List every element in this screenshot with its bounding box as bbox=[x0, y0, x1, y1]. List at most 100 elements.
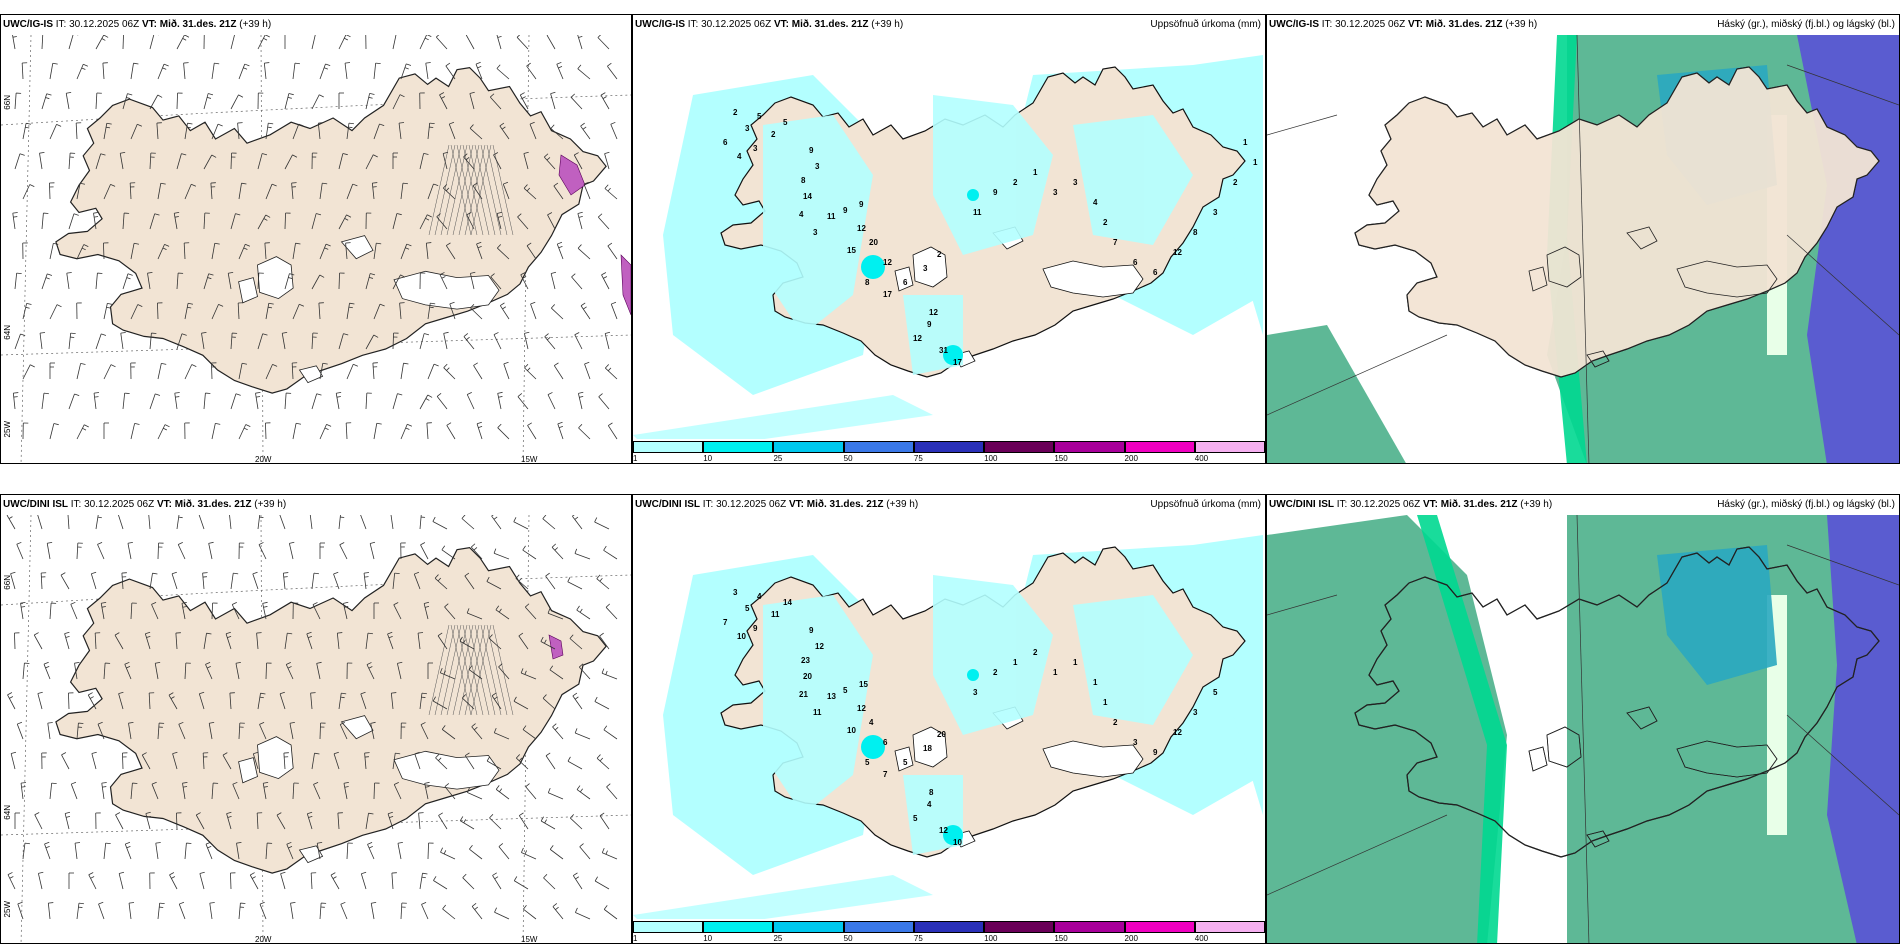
colorbar-label: 25 bbox=[773, 454, 783, 463]
colorbar-cell bbox=[703, 921, 774, 933]
colorbar-label: 50 bbox=[843, 934, 853, 943]
wind-panel-bottom: UWC/DINI ISL IT: 30.12.2025 06Z VT: Mið.… bbox=[0, 494, 632, 944]
colorbar-label: 150 bbox=[1054, 934, 1068, 943]
field-title: Uppsöfnuð úrkoma (mm) bbox=[1150, 19, 1261, 30]
colorbar-cell bbox=[633, 441, 704, 453]
precip-value: 14 bbox=[783, 598, 792, 607]
precip-value: 10 bbox=[737, 632, 746, 641]
graticule bbox=[1267, 515, 1899, 943]
precip-value: 2 bbox=[1033, 648, 1038, 657]
precip-value: 4 bbox=[737, 152, 742, 161]
graticule bbox=[1267, 35, 1899, 463]
precip-value: 2 bbox=[1103, 218, 1108, 227]
precip-value: 10 bbox=[847, 726, 856, 735]
gust-area bbox=[548, 634, 564, 660]
iceland-coastline bbox=[55, 66, 607, 394]
wind-barbs bbox=[6, 515, 618, 920]
precip-value: 20 bbox=[937, 730, 946, 739]
panel-title: UWC/IG-IS IT: 30.12.2025 06Z VT: Mið. 31… bbox=[635, 19, 904, 30]
precip-value: 5 bbox=[1213, 688, 1218, 697]
precip-value: 5 bbox=[843, 686, 848, 695]
precip-value: 7 bbox=[1113, 238, 1118, 247]
precip-value: 8 bbox=[801, 176, 806, 185]
precip-value: 17 bbox=[953, 358, 962, 367]
colorbar-label: 200 bbox=[1124, 934, 1138, 943]
colorbar-label: 25 bbox=[773, 934, 783, 943]
precip-value: 12 bbox=[883, 258, 892, 267]
precip-value: 6 bbox=[883, 738, 888, 747]
colorbar-label: 75 bbox=[913, 934, 923, 943]
precip-value: 9 bbox=[927, 320, 932, 329]
precip-value: 12 bbox=[857, 224, 866, 233]
precip-value: 3 bbox=[1133, 738, 1138, 747]
precip-value: 2 bbox=[733, 108, 738, 117]
lon-label-15w: 15W bbox=[521, 455, 538, 464]
precip-value: 2 bbox=[771, 130, 776, 139]
precip-value: 5 bbox=[783, 118, 788, 127]
lon-label-15w: 15W bbox=[521, 935, 538, 944]
precip-value: 23 bbox=[801, 656, 810, 665]
colorbar-cell bbox=[773, 441, 844, 453]
precip-value: 20 bbox=[803, 672, 812, 681]
precip-value: 3 bbox=[1213, 208, 1218, 217]
colorbar-cell bbox=[843, 921, 914, 933]
precip-value: 9 bbox=[753, 624, 758, 633]
colorbar-cell bbox=[984, 441, 1055, 453]
lat-label-66n: 66N bbox=[3, 95, 12, 110]
precip-value: 1 bbox=[1073, 658, 1078, 667]
precip-panel-top: UWC/IG-IS IT: 30.12.2025 06Z VT: Mið. 31… bbox=[632, 14, 1266, 464]
colorbar-cell bbox=[1124, 441, 1195, 453]
field-title: Háský (gr.), miðský (fj.bl.) og lágský (… bbox=[1717, 19, 1895, 30]
colorbar-cell bbox=[773, 921, 844, 933]
precip-value: 4 bbox=[927, 800, 932, 809]
precip-value: 7 bbox=[723, 618, 728, 627]
panel-title: UWC/IG-IS IT: 30.12.2025 06Z VT: Mið. 31… bbox=[1269, 19, 1538, 30]
lon-label-20w: 20W bbox=[255, 455, 272, 464]
colorbar-cell bbox=[633, 921, 704, 933]
colorbar-label: 10 bbox=[703, 934, 713, 943]
hatch-area bbox=[428, 624, 514, 716]
precip-value: 21 bbox=[799, 690, 808, 699]
precip-value: 3 bbox=[923, 264, 928, 273]
colorbar-cell bbox=[984, 921, 1055, 933]
precip-value: 6 bbox=[903, 278, 908, 287]
colorbar-label: 1 bbox=[633, 934, 638, 943]
colorbar-cell bbox=[1194, 921, 1265, 933]
precip-value: 8 bbox=[865, 278, 870, 287]
cloud-panel-top: UWC/IG-IS IT: 30.12.2025 06Z VT: Mið. 31… bbox=[1266, 14, 1900, 464]
wind-map bbox=[1, 515, 631, 943]
cloud-map bbox=[1267, 35, 1899, 463]
precip-moderate bbox=[861, 669, 979, 845]
precip-value: 3 bbox=[973, 688, 978, 697]
precip-value: 6 bbox=[1133, 258, 1138, 267]
precip-value: 20 bbox=[869, 238, 878, 247]
iceland-coastline bbox=[1354, 66, 1880, 378]
lat-label-25w: 25W bbox=[3, 421, 12, 438]
wind-panel-top: UWC/IG-IS IT: 30.12.2025 06Z VT: Mið. 31… bbox=[0, 14, 632, 464]
colorbar-label: 50 bbox=[843, 454, 853, 463]
colorbar-cell bbox=[913, 921, 985, 933]
precip-value: 12 bbox=[857, 704, 866, 713]
precip-value: 3 bbox=[1053, 188, 1058, 197]
precip-value: 7 bbox=[883, 770, 888, 779]
precip-value: 15 bbox=[859, 680, 868, 689]
precip-value: 3 bbox=[753, 144, 758, 153]
panel-title: UWC/DINI ISL IT: 30.12.2025 06Z VT: Mið.… bbox=[1269, 499, 1553, 510]
precip-value: 5 bbox=[745, 604, 750, 613]
precip-value: 1 bbox=[1013, 658, 1018, 667]
precip-value: 12 bbox=[913, 334, 922, 343]
precip-value: 9 bbox=[859, 200, 864, 209]
lat-label-64n: 64N bbox=[3, 325, 12, 340]
colorbar-label: 10 bbox=[703, 454, 713, 463]
panel-title: UWC/DINI ISL IT: 30.12.2025 06Z VT: Mið.… bbox=[635, 499, 919, 510]
colorbar-cell bbox=[913, 441, 985, 453]
colorbar-label: 75 bbox=[913, 454, 923, 463]
colorbar-cell bbox=[1054, 441, 1125, 453]
precip-value: 2 bbox=[1233, 178, 1238, 187]
colorbar-label: 200 bbox=[1124, 454, 1138, 463]
precip-value: 31 bbox=[939, 346, 948, 355]
field-title: Háský (gr.), miðský (fj.bl.) og lágský (… bbox=[1717, 499, 1895, 510]
precip-value: 1 bbox=[1243, 138, 1248, 147]
precip-value: 1 bbox=[1033, 168, 1038, 177]
precip-value: 3 bbox=[1193, 708, 1198, 717]
